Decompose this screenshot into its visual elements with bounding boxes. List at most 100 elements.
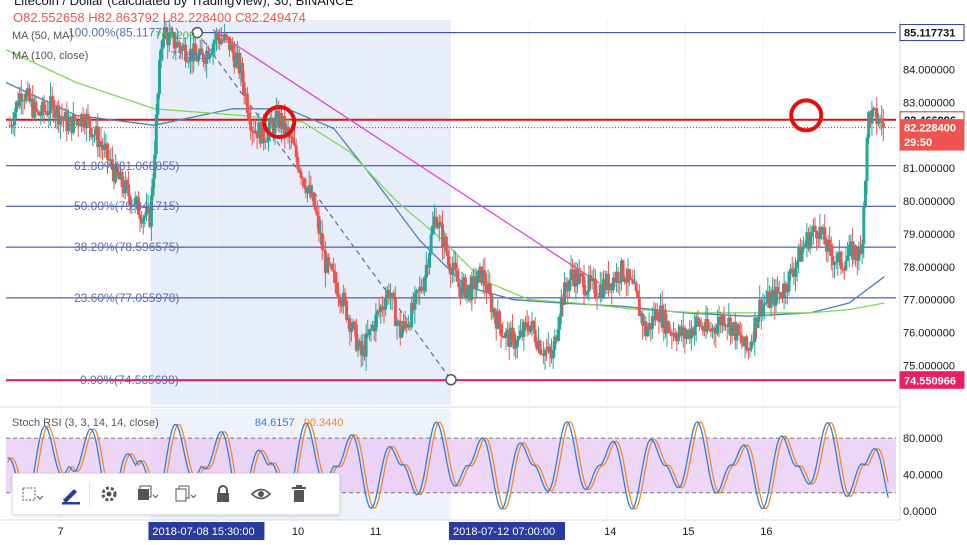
candle-down bbox=[31, 98, 35, 118]
candle-up bbox=[563, 282, 567, 305]
candle-down bbox=[323, 250, 327, 273]
drawing-templates-button[interactable] bbox=[13, 474, 51, 514]
candle-up bbox=[735, 324, 739, 341]
candle-up bbox=[805, 232, 809, 244]
candle-down bbox=[571, 269, 575, 275]
candle-up bbox=[645, 330, 649, 336]
candle-down bbox=[829, 245, 833, 257]
candle-down bbox=[60, 116, 64, 119]
candle-down bbox=[823, 227, 827, 245]
candle-up bbox=[764, 302, 768, 304]
candle-up bbox=[658, 305, 662, 323]
candle-up bbox=[442, 236, 446, 248]
line-style-button[interactable] bbox=[51, 474, 89, 514]
candle-down bbox=[798, 247, 802, 262]
candle-down bbox=[297, 169, 301, 172]
candle-up bbox=[188, 48, 192, 62]
candle-down bbox=[444, 236, 448, 251]
candle-down bbox=[714, 331, 718, 334]
candle-down bbox=[670, 332, 674, 336]
candle-up bbox=[509, 327, 513, 348]
candle-down bbox=[772, 289, 776, 306]
lock-button[interactable] bbox=[204, 474, 242, 514]
candle-down bbox=[44, 111, 48, 113]
visual-order-button[interactable] bbox=[128, 474, 166, 514]
hide-button[interactable] bbox=[242, 474, 280, 514]
price-tick-label: 79.000000 bbox=[903, 229, 955, 241]
candle-up bbox=[707, 329, 711, 331]
candle-up bbox=[356, 343, 360, 351]
candle-up bbox=[158, 59, 162, 94]
candle-down bbox=[50, 96, 54, 101]
candle-down bbox=[512, 331, 516, 349]
candle-down bbox=[73, 114, 77, 122]
candle-up bbox=[367, 329, 371, 336]
candle-up bbox=[826, 239, 830, 252]
gear-icon bbox=[101, 486, 117, 502]
candle-down bbox=[312, 192, 316, 208]
candle-down bbox=[706, 319, 710, 330]
candle-down bbox=[850, 241, 854, 260]
candle-down bbox=[200, 48, 204, 55]
candle-up bbox=[284, 126, 288, 134]
candle-down bbox=[398, 320, 402, 338]
settings-button[interactable] bbox=[90, 474, 128, 514]
candle-down bbox=[813, 225, 817, 231]
candle-up bbox=[732, 322, 736, 326]
candle-up bbox=[306, 188, 310, 194]
clone-button[interactable] bbox=[166, 474, 204, 514]
candle-up bbox=[546, 346, 550, 351]
candle-up bbox=[774, 287, 778, 306]
price-badge-text: 82.228400 bbox=[904, 123, 956, 135]
candle-up bbox=[537, 340, 541, 350]
delete-button[interactable] bbox=[280, 474, 318, 514]
candle-up bbox=[475, 282, 479, 290]
candle-down bbox=[164, 27, 168, 33]
candle-up bbox=[597, 296, 601, 298]
candle-down bbox=[343, 292, 347, 301]
candle-up bbox=[68, 116, 72, 122]
candle-up bbox=[424, 265, 428, 278]
candle-down bbox=[340, 304, 344, 307]
candle-down bbox=[301, 177, 305, 179]
ma50-legend[interactable]: MA (50, MA) 76.8209 bbox=[12, 30, 195, 42]
candle-up bbox=[428, 252, 432, 268]
candle-down bbox=[463, 277, 467, 299]
candle-up bbox=[410, 302, 414, 328]
time-badge-text: 2018-07-08 15:30:00 bbox=[152, 526, 254, 538]
candle-up bbox=[265, 141, 269, 143]
candle-up bbox=[135, 196, 139, 199]
candle-down bbox=[117, 173, 121, 180]
candle-down bbox=[881, 123, 885, 128]
candle-down bbox=[816, 238, 820, 240]
candle-down bbox=[680, 326, 684, 336]
candle-down bbox=[525, 322, 529, 330]
candle-up bbox=[504, 331, 508, 339]
candle-up bbox=[275, 110, 279, 118]
candle-down bbox=[27, 88, 31, 102]
candle-up bbox=[429, 234, 433, 253]
candle-up bbox=[154, 114, 158, 155]
candle-down bbox=[128, 196, 132, 207]
candle-up bbox=[476, 270, 480, 283]
ma100-legend[interactable]: MA (100, close) 77.6552 bbox=[12, 50, 210, 62]
candle-down bbox=[125, 180, 129, 185]
candle-down bbox=[226, 36, 230, 38]
fib-level-label: 23.60%(77.055978) bbox=[74, 291, 179, 305]
stoch-legend[interactable]: Stoch RSI (3, 3, 14, 14, close) 84.6157 … bbox=[12, 417, 343, 429]
candle-down bbox=[719, 317, 723, 326]
candle-up bbox=[514, 347, 518, 349]
candle-up bbox=[618, 282, 622, 284]
candle-up bbox=[789, 268, 793, 272]
candle-up bbox=[632, 282, 636, 284]
candle-up bbox=[771, 289, 775, 296]
price-badge bbox=[899, 371, 965, 389]
candle-up bbox=[676, 332, 680, 342]
candle-down bbox=[250, 130, 254, 132]
candle-up bbox=[208, 54, 212, 59]
candle-up bbox=[608, 283, 612, 291]
candle-up bbox=[720, 315, 724, 326]
candle-up bbox=[415, 290, 419, 294]
candle-down bbox=[606, 273, 610, 291]
candle-down bbox=[502, 336, 506, 339]
